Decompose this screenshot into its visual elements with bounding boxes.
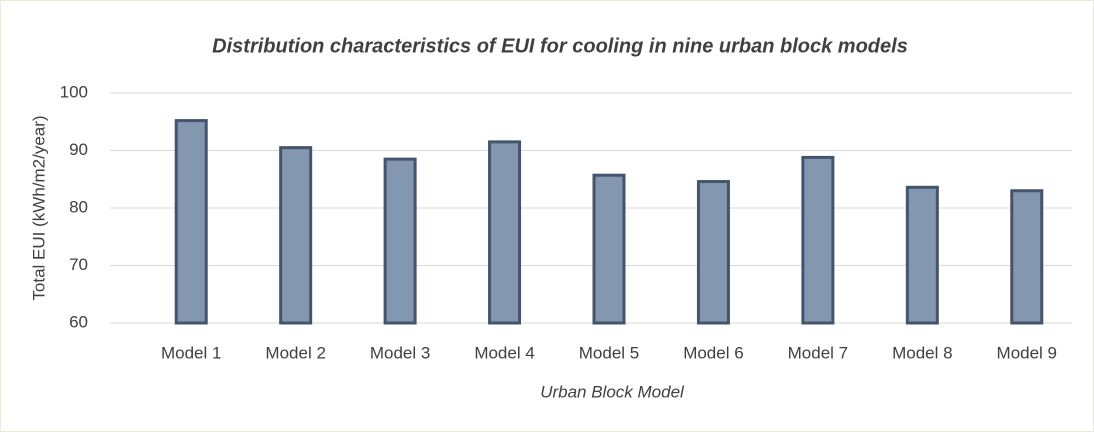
y-tick-label: 70	[69, 255, 88, 274]
bar	[1010, 189, 1044, 325]
x-tick-label: Model 9	[997, 343, 1057, 362]
y-tick-label: 80	[69, 197, 88, 216]
bar	[279, 146, 313, 325]
y-tick-label: 100	[60, 82, 88, 101]
x-tick-label: Model 2	[265, 343, 325, 362]
bar	[905, 185, 939, 325]
y-tick-label: 60	[69, 312, 88, 331]
chart-title: Distribution characteristics of EUI for …	[212, 35, 908, 57]
y-tick-label: 90	[69, 140, 88, 159]
x-tick-label: Model 7	[788, 343, 848, 362]
y-axis-title: Total EUI (kWh/m2/year)	[29, 115, 48, 300]
bar	[488, 140, 522, 325]
bar	[592, 173, 626, 325]
x-tick-label: Model 1	[161, 343, 221, 362]
bar	[383, 157, 417, 325]
x-tick-label: Model 8	[892, 343, 952, 362]
bar	[801, 155, 835, 325]
x-tick-label: Model 4	[474, 343, 534, 362]
bar	[696, 180, 730, 325]
x-tick-label: Model 5	[579, 343, 639, 362]
bar	[174, 119, 208, 325]
x-tick-label: Model 3	[370, 343, 430, 362]
x-tick-label: Model 6	[683, 343, 743, 362]
x-axis-title: Urban Block Model	[540, 382, 685, 401]
